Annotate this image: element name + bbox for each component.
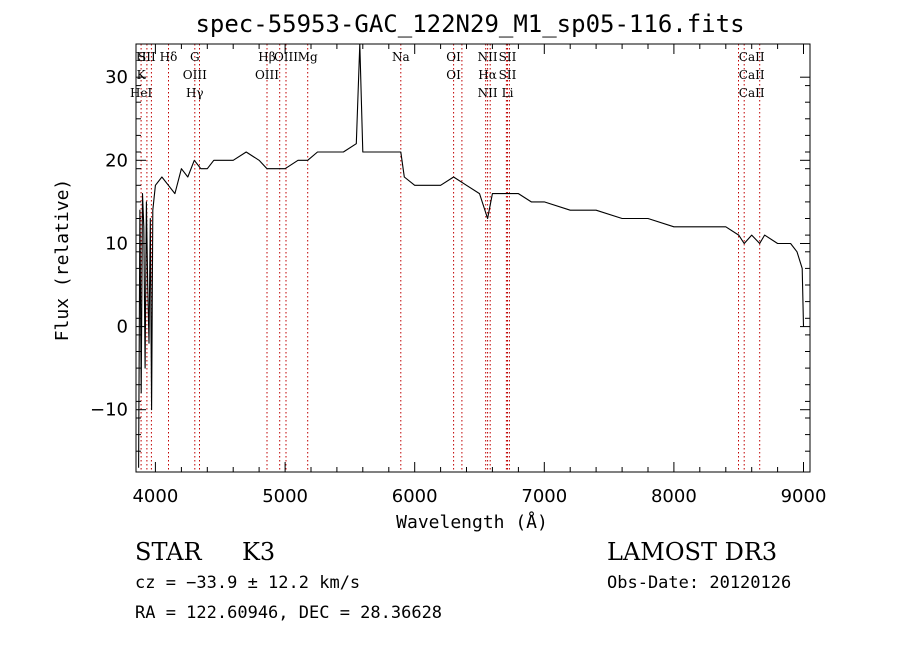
line-label: CaII bbox=[739, 86, 765, 100]
coordinates: RA = 122.60946, DEC = 28.36628 bbox=[135, 603, 443, 623]
line-label: NII bbox=[478, 50, 498, 64]
line-label: OI bbox=[446, 50, 461, 64]
line-label: OIII bbox=[274, 50, 298, 64]
line-label: Hγ bbox=[186, 86, 204, 100]
x-axis-ticks: 4000 5000 6000 7000 8000 9000 bbox=[132, 44, 826, 507]
x-tick-label: 4000 bbox=[132, 486, 178, 507]
y-tick-label: 10 bbox=[105, 234, 128, 255]
y-axis-ticks: −10 0 10 20 30 bbox=[90, 67, 810, 452]
line-label: SII bbox=[499, 68, 517, 82]
x-axis-label: Wavelength (Å) bbox=[396, 511, 548, 533]
line-label: K bbox=[137, 68, 147, 82]
line-label: OI bbox=[446, 68, 461, 82]
y-tick-label: −10 bbox=[90, 400, 128, 421]
redshift-cz: cz = −33.9 ± 12.2 km/s bbox=[135, 573, 361, 593]
line-label: G bbox=[190, 50, 200, 64]
line-label: HeI bbox=[130, 86, 153, 100]
line-label: OIII bbox=[183, 68, 207, 82]
line-label: SII bbox=[499, 50, 517, 64]
x-tick-label: 5000 bbox=[262, 486, 308, 507]
spectrum-line bbox=[138, 43, 805, 468]
spectral-subclass: K3 bbox=[242, 538, 276, 566]
object-class: STAR bbox=[135, 538, 202, 566]
x-tick-label: 6000 bbox=[392, 486, 438, 507]
line-label: Hβ bbox=[258, 50, 275, 64]
line-label: SII bbox=[138, 50, 156, 64]
x-tick-label: 7000 bbox=[521, 486, 567, 507]
emission-line-markers bbox=[140, 44, 761, 472]
y-tick-label: 20 bbox=[105, 150, 128, 171]
y-tick-label: 30 bbox=[105, 67, 128, 88]
line-label: OIII bbox=[255, 68, 279, 82]
plot-frame bbox=[135, 43, 811, 473]
survey-name: LAMOST DR3 bbox=[607, 538, 778, 566]
line-label: CaII bbox=[739, 68, 765, 82]
line-label: Li bbox=[502, 86, 514, 100]
y-axis-label: Flux (relative) bbox=[52, 179, 73, 342]
line-label: Hα bbox=[478, 68, 497, 82]
line-label: Hδ bbox=[160, 50, 178, 64]
line-label: H bbox=[136, 50, 146, 64]
y-tick-label: 0 bbox=[117, 317, 128, 338]
line-label: CaII bbox=[739, 50, 765, 64]
x-tick-label: 8000 bbox=[651, 486, 697, 507]
x-tick-label: 9000 bbox=[781, 486, 827, 507]
obs-date: Obs-Date: 20120126 bbox=[607, 573, 792, 593]
line-label: NII bbox=[478, 86, 498, 100]
chart-title: spec-55953-GAC_122N29_M1_sp05-116.fits bbox=[195, 10, 744, 38]
line-label: Mg bbox=[298, 50, 318, 64]
line-label: Na bbox=[392, 50, 410, 64]
